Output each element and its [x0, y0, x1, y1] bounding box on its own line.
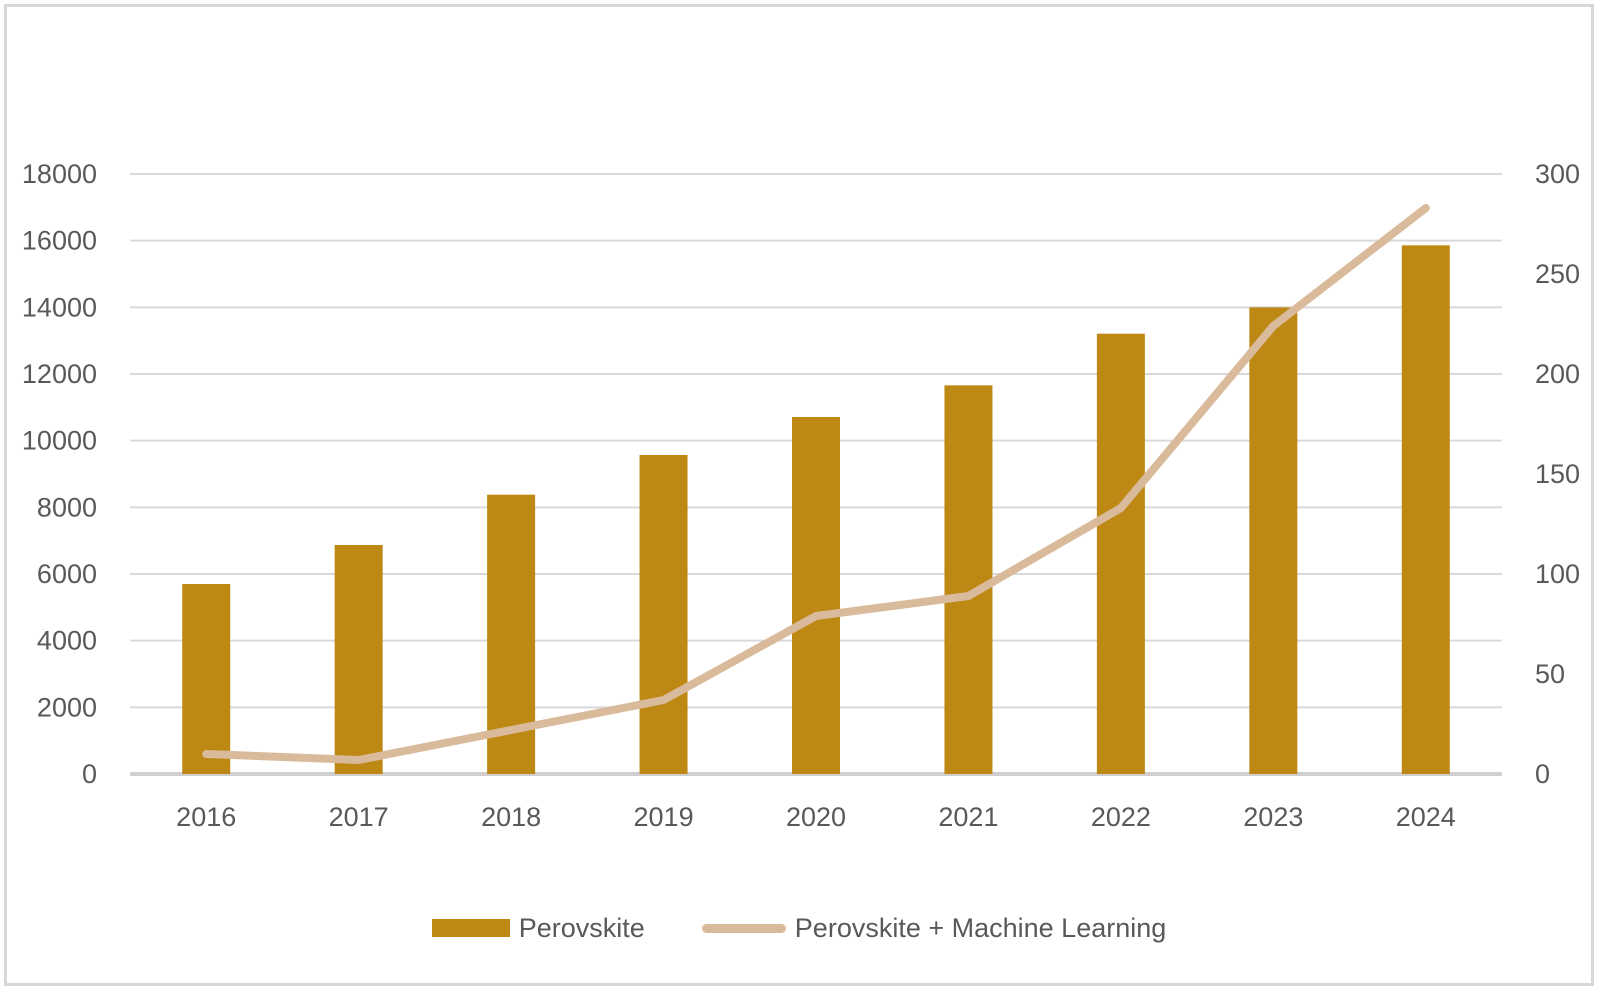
x-axis-category-label: 2021 [938, 802, 998, 832]
x-axis-category-label: 2018 [481, 802, 541, 832]
bar-2020 [792, 417, 840, 774]
bar-series-swatch [431, 919, 510, 937]
left-axis-tick-label: 8000 [37, 492, 97, 522]
right-axis-tick-label: 100 [1535, 559, 1580, 589]
bar-2022 [1096, 333, 1145, 774]
right-axis-tick-label: 0 [1535, 759, 1550, 789]
left-axis-tick-label: 16000 [22, 226, 97, 256]
x-axis-category-label: 2020 [786, 802, 846, 832]
right-axis-tick-label: 150 [1535, 459, 1580, 489]
bar-2019 [639, 455, 688, 774]
right-axis-tick-label: 50 [1535, 659, 1565, 689]
left-axis-tick-label: 6000 [37, 559, 97, 589]
x-axis-category-label: 2019 [634, 802, 694, 832]
bar-2017 [334, 545, 383, 774]
x-axis-category-label: 2024 [1396, 802, 1456, 832]
bar-2023 [1249, 307, 1298, 774]
x-axis-category-label: 2016 [176, 802, 236, 832]
left-axis-tick-label: 14000 [22, 292, 97, 322]
bar-2024 [1401, 245, 1450, 775]
legend-label-perovskite: Perovskite [518, 912, 645, 943]
left-axis-tick-label: 2000 [37, 692, 97, 722]
left-axis-tick-label: 0 [82, 759, 97, 789]
right-axis-tick-label: 250 [1535, 259, 1580, 289]
left-axis-tick-label: 4000 [37, 626, 97, 656]
left-axis-tick-label: 18000 [22, 159, 97, 189]
legend-item-perovskite: Perovskite [431, 912, 645, 944]
line-series-swatch [701, 923, 786, 933]
bar-2021 [944, 385, 993, 774]
line-series [202, 204, 1430, 764]
legend-item-perovskite-ml: Perovskite + Machine Learning [701, 912, 1167, 944]
right-axis-tick-label: 200 [1535, 359, 1580, 389]
chart-legend: Perovskite Perovskite + Machine Learning [0, 903, 1598, 953]
left-axis-tick-label: 12000 [22, 359, 97, 389]
x-axis-category-label: 2017 [329, 802, 389, 832]
left-axis-tick-label: 10000 [22, 426, 97, 456]
x-axis-category-label: 2022 [1091, 802, 1151, 832]
legend-label-perovskite-ml: Perovskite + Machine Learning [794, 912, 1167, 943]
bar-2016 [182, 584, 231, 774]
right-axis-tick-label: 300 [1535, 159, 1580, 189]
x-axis-category-label: 2023 [1243, 802, 1303, 832]
